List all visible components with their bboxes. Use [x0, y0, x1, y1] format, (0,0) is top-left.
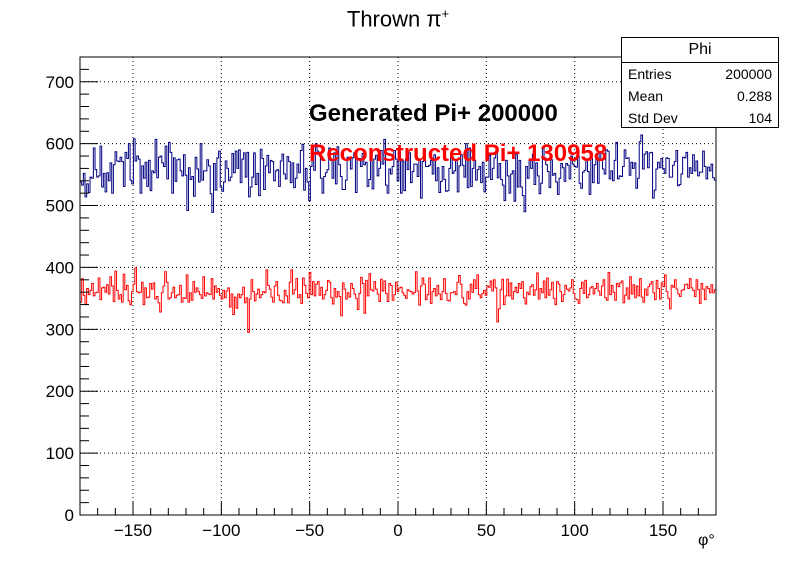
x-tick-label: 100: [560, 521, 588, 540]
stats-row-entries: Entries 200000: [622, 63, 778, 85]
axes: −150 −100 −50 0 50 100 150 0 100 200 300 400 500 600 7…: [46, 56, 717, 540]
stats-label: Std Dev: [628, 110, 678, 126]
stats-box: Phi Entries 200000 Mean 0.288 Std Dev 10…: [621, 37, 779, 128]
histogram-series-line: [80, 267, 716, 333]
histogram-series-line: [80, 134, 716, 213]
x-tick-label: −150: [114, 521, 152, 540]
stats-box-title: Phi: [622, 38, 778, 63]
x-tick-label: −100: [202, 521, 240, 540]
y-tick-label: 300: [46, 320, 74, 339]
stats-row-mean: Mean 0.288: [622, 85, 778, 107]
y-tick-label: 600: [46, 135, 74, 154]
stats-value: 200000: [725, 66, 772, 82]
reconstructed-annotation: Reconstructed Pi+ 130958: [309, 140, 608, 167]
stats-label: Mean: [628, 88, 664, 104]
x-axis-label: φ°: [698, 532, 715, 549]
chart-title: Thrown π+: [346, 6, 450, 32]
stats-label: Entries: [628, 66, 672, 82]
stats-value: 0.288: [736, 88, 772, 104]
y-tick-label: 400: [46, 258, 74, 277]
x-tick-label: 50: [477, 521, 496, 540]
y-tick-label: 700: [46, 73, 74, 92]
x-tick-label: 150: [649, 521, 677, 540]
stats-value: 104: [748, 110, 772, 126]
y-tick-label: 500: [46, 197, 74, 216]
x-tick-label: −50: [295, 521, 324, 540]
generated-annotation: Generated Pi+ 200000: [309, 100, 558, 127]
x-tick-label: 0: [393, 521, 402, 540]
y-tick-label: 100: [46, 444, 74, 463]
y-tick-label: 0: [65, 506, 74, 525]
y-tick-label: 200: [46, 382, 74, 401]
series-layer: [80, 134, 716, 333]
stats-row-stddev: Std Dev 104: [622, 107, 778, 129]
